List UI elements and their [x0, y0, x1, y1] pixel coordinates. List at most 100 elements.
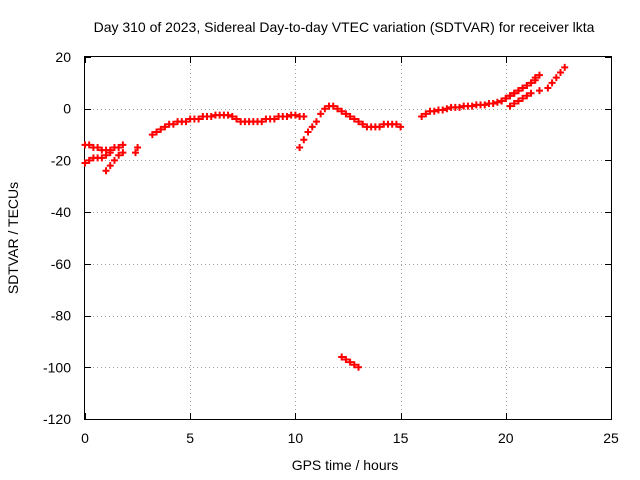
data-point	[85, 141, 93, 149]
data-point	[338, 107, 346, 115]
x-tick-label: 0	[81, 430, 89, 446]
data-point	[535, 71, 543, 79]
data-point	[110, 156, 118, 164]
data-point	[329, 102, 337, 110]
data-point	[300, 136, 308, 144]
data-point	[519, 94, 527, 102]
chart-title: Day 310 of 2023, Sidereal Day-to-day VTE…	[94, 19, 595, 35]
y-tick-label: -120	[43, 411, 71, 427]
data-point	[535, 87, 543, 95]
data-point	[333, 105, 341, 113]
data-point	[510, 89, 518, 97]
data-point	[312, 118, 320, 126]
data-point	[94, 144, 102, 151]
data-point	[81, 159, 89, 167]
data-point	[523, 81, 531, 89]
data-points	[81, 63, 569, 371]
data-point	[514, 87, 522, 95]
data-point	[392, 120, 400, 128]
data-point	[510, 100, 518, 108]
data-point	[519, 84, 527, 92]
plot-frame	[84, 56, 612, 420]
data-point	[544, 84, 552, 92]
data-point	[131, 149, 139, 157]
y-tick-label: -20	[51, 152, 71, 168]
y-tick-label: 0	[63, 101, 71, 117]
data-point	[338, 353, 346, 361]
data-point	[119, 149, 127, 157]
data-point	[506, 102, 514, 110]
data-point	[102, 167, 110, 175]
x-tick-label: 5	[186, 430, 194, 446]
data-point	[489, 100, 497, 108]
data-point	[422, 110, 430, 118]
data-point	[523, 92, 531, 100]
data-point	[359, 120, 367, 128]
data-point	[548, 79, 556, 87]
x-tick-label: 10	[288, 430, 304, 446]
y-tick-label: -40	[51, 204, 71, 220]
data-point	[228, 112, 236, 120]
data-point	[169, 120, 177, 128]
data-point	[430, 107, 438, 115]
data-point	[115, 144, 123, 151]
data-point	[561, 63, 569, 71]
data-point	[258, 118, 266, 126]
data-point	[106, 149, 114, 157]
data-point	[291, 111, 299, 119]
data-point	[195, 115, 203, 123]
data-point	[531, 74, 539, 82]
y-tick-label: -80	[51, 308, 71, 324]
x-tick-label: 20	[498, 430, 514, 446]
data-point	[527, 89, 535, 97]
data-point	[468, 102, 476, 110]
data-point	[346, 112, 354, 120]
data-point	[355, 363, 363, 371]
data-point	[106, 162, 114, 170]
data-point	[182, 118, 190, 126]
data-point	[493, 98, 501, 106]
data-point	[355, 118, 363, 126]
y-tick-label: -60	[51, 256, 71, 272]
data-point	[418, 112, 426, 120]
data-point	[300, 112, 308, 120]
data-point	[342, 356, 350, 364]
data-point	[443, 105, 451, 113]
data-point	[527, 79, 535, 87]
data-point	[85, 156, 93, 164]
data-point	[346, 358, 354, 366]
y-axis-label: SDTVAR / TECUs	[5, 182, 21, 294]
data-point	[350, 361, 358, 369]
data-point	[283, 112, 291, 120]
data-point	[376, 123, 384, 131]
data-point	[224, 111, 232, 119]
data-point	[317, 110, 325, 118]
data-point	[506, 92, 514, 100]
data-point	[232, 115, 240, 123]
x-axis-label: GPS time / hours	[292, 457, 399, 473]
data-point	[134, 144, 142, 151]
data-point	[115, 151, 123, 159]
data-point	[161, 123, 169, 131]
data-point	[557, 69, 565, 77]
data-point	[498, 97, 506, 105]
data-point	[270, 115, 278, 123]
data-point	[148, 131, 156, 139]
data-point	[397, 123, 405, 131]
data-point	[308, 123, 316, 131]
data-point	[514, 97, 522, 105]
x-tick-label: 25	[603, 430, 619, 446]
data-point	[502, 94, 510, 102]
data-point	[153, 128, 161, 136]
data-point	[296, 144, 304, 151]
x-tick-label: 15	[393, 430, 409, 446]
data-point	[439, 106, 447, 114]
tick-labels: 0 5 10 15 20 25 20 0 -20 -40 -60 -80 -100 -120	[43, 49, 619, 446]
data-point	[552, 74, 560, 82]
data-point	[350, 115, 358, 123]
data-point	[481, 101, 489, 109]
data-point	[119, 141, 127, 149]
data-point	[157, 125, 165, 133]
